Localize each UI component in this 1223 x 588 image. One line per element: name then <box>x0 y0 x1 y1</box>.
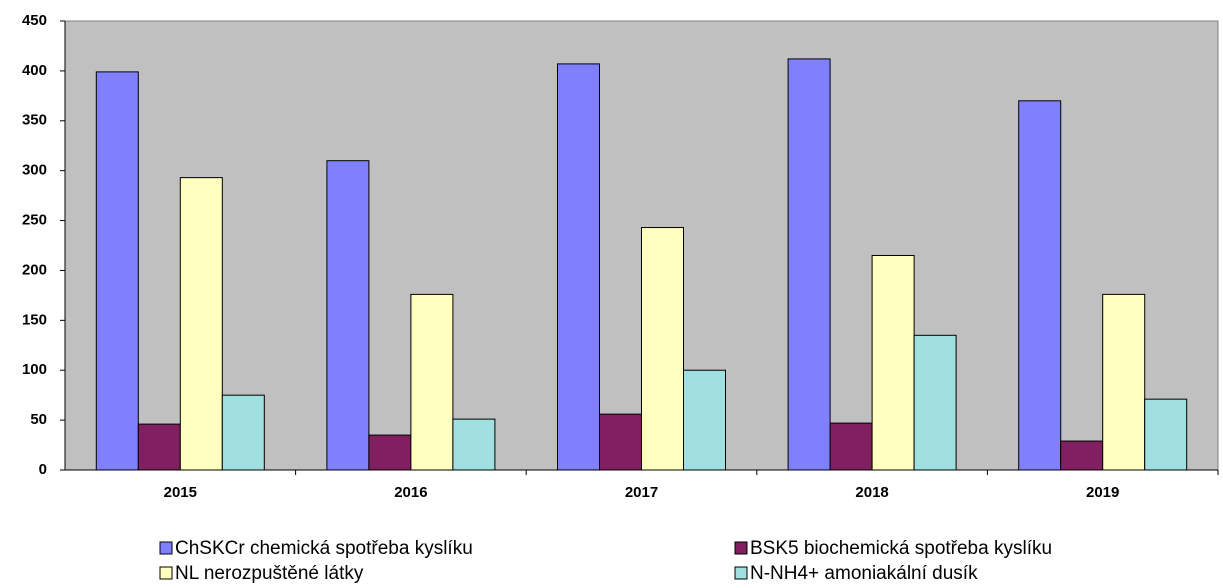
legend-label: BSK5 biochemická spotřeba kyslíku <box>750 538 1052 559</box>
y-tick-label: 150 <box>22 311 47 328</box>
x-tick-label: 2017 <box>625 484 658 501</box>
y-tick-label: 0 <box>39 461 47 478</box>
legend-swatch <box>159 541 173 555</box>
x-tick-label: 2015 <box>164 484 197 501</box>
bar <box>913 334 957 471</box>
legend-label: N-NH4+ amoniakální dusík <box>750 563 978 584</box>
bar <box>829 422 873 471</box>
y-tick-label: 300 <box>22 162 47 179</box>
legend-label: NL nerozpuštěné látky <box>175 563 364 584</box>
y-tick-label: 100 <box>22 361 47 378</box>
y-tick-label: 350 <box>22 112 47 129</box>
bar <box>683 369 726 471</box>
bar <box>871 254 915 471</box>
legend-label: ChSKCr chemická spotřeba kyslíku <box>175 538 473 559</box>
x-tick-label: 2016 <box>394 484 427 501</box>
bar <box>368 434 412 471</box>
bar <box>641 227 684 471</box>
legend-swatch <box>159 566 173 580</box>
y-tick-label: 200 <box>22 261 47 278</box>
bar <box>326 160 370 471</box>
bar <box>1102 293 1146 471</box>
y-tick-label: 50 <box>30 411 47 428</box>
bar <box>179 177 223 471</box>
bar <box>557 63 600 471</box>
x-tick-label: 2019 <box>1086 484 1119 501</box>
bar <box>221 394 265 471</box>
bar <box>137 423 181 471</box>
x-tick-label: 2018 <box>855 484 888 501</box>
y-tick-label: 450 <box>22 12 47 29</box>
bar <box>410 293 454 471</box>
bar <box>95 71 139 471</box>
bar <box>1060 440 1104 471</box>
y-tick-label: 250 <box>22 212 47 229</box>
y-tick-label: 400 <box>22 62 47 79</box>
bar <box>452 418 496 471</box>
bar <box>787 58 831 471</box>
legend-swatch <box>734 566 748 580</box>
bar <box>1018 100 1062 471</box>
legend-swatch <box>734 541 748 555</box>
bar <box>599 413 642 471</box>
bar <box>1144 398 1188 471</box>
